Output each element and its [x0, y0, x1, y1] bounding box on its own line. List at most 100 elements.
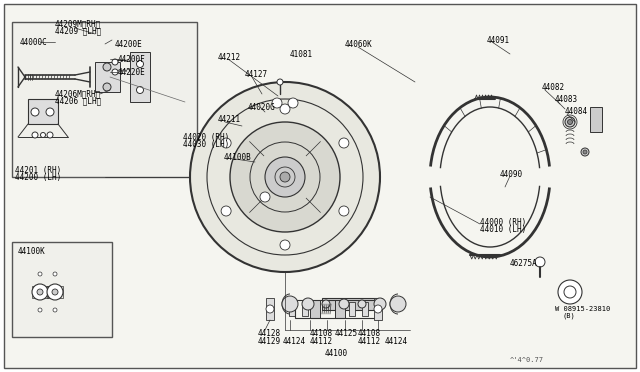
- Circle shape: [103, 83, 111, 91]
- Circle shape: [390, 296, 406, 312]
- Bar: [310, 300, 320, 318]
- Text: 44209 （LH）: 44209 （LH）: [55, 26, 101, 35]
- Circle shape: [374, 305, 382, 313]
- Text: 44124: 44124: [385, 337, 408, 346]
- Bar: [362, 302, 368, 316]
- Bar: [335, 300, 345, 318]
- Text: (B): (B): [563, 313, 576, 319]
- Circle shape: [280, 172, 290, 182]
- Text: 44030 (LH): 44030 (LH): [183, 140, 229, 148]
- Bar: [130, 52, 150, 102]
- Bar: [277, 215, 293, 225]
- Circle shape: [339, 299, 349, 309]
- Circle shape: [103, 63, 111, 71]
- Text: 44000 (RH): 44000 (RH): [480, 218, 526, 227]
- Circle shape: [265, 157, 305, 197]
- Circle shape: [358, 300, 366, 308]
- Circle shape: [568, 119, 573, 125]
- Text: 44060K: 44060K: [345, 39, 372, 48]
- Text: 44100B: 44100B: [224, 153, 252, 161]
- Bar: [32, 286, 48, 298]
- Text: ^'4^0.77: ^'4^0.77: [510, 357, 544, 363]
- Circle shape: [38, 272, 42, 276]
- Text: 44200E: 44200E: [115, 39, 143, 48]
- Circle shape: [46, 108, 54, 116]
- Bar: [28, 99, 58, 124]
- Text: 44108: 44108: [310, 330, 333, 339]
- Circle shape: [52, 289, 58, 295]
- Bar: [295, 300, 375, 318]
- Bar: [302, 302, 308, 316]
- Circle shape: [32, 132, 38, 138]
- Text: W 08915-23810: W 08915-23810: [555, 306, 611, 312]
- Text: 44211: 44211: [218, 115, 241, 124]
- Text: 44084: 44084: [565, 106, 588, 115]
- Circle shape: [564, 286, 576, 298]
- Circle shape: [38, 308, 42, 312]
- Circle shape: [40, 132, 45, 138]
- Text: 44020G: 44020G: [248, 103, 276, 112]
- Circle shape: [280, 240, 290, 250]
- Circle shape: [112, 59, 118, 65]
- Text: 44212: 44212: [218, 52, 241, 61]
- Bar: [270, 94, 300, 112]
- Circle shape: [302, 298, 314, 310]
- Circle shape: [581, 148, 589, 156]
- Text: 44112: 44112: [358, 337, 381, 346]
- Circle shape: [339, 206, 349, 216]
- Bar: [322, 298, 378, 310]
- Bar: [289, 302, 295, 316]
- Circle shape: [280, 104, 290, 114]
- Circle shape: [535, 257, 545, 267]
- Text: 44083: 44083: [555, 94, 578, 103]
- Bar: [266, 298, 274, 320]
- Text: 44020 (RH): 44020 (RH): [183, 132, 229, 141]
- Text: 44201 (RH): 44201 (RH): [15, 166, 61, 174]
- Bar: [374, 298, 382, 320]
- Text: 44200F: 44200F: [118, 55, 146, 64]
- Text: 44108: 44108: [358, 330, 381, 339]
- Circle shape: [558, 280, 582, 304]
- Text: 44090: 44090: [500, 170, 523, 179]
- Circle shape: [47, 284, 63, 300]
- Text: 44091: 44091: [487, 35, 510, 45]
- Text: 44082: 44082: [542, 83, 565, 92]
- Text: 44125: 44125: [335, 330, 358, 339]
- Circle shape: [190, 82, 380, 272]
- Circle shape: [266, 305, 274, 313]
- Text: 46275A: 46275A: [510, 260, 538, 269]
- Circle shape: [136, 87, 143, 93]
- Circle shape: [112, 69, 118, 75]
- Text: 44000C: 44000C: [20, 38, 48, 46]
- Circle shape: [374, 298, 386, 310]
- Bar: [12, 22, 197, 177]
- Circle shape: [221, 206, 231, 216]
- Circle shape: [230, 122, 340, 232]
- Text: 44100: 44100: [325, 350, 348, 359]
- Bar: [590, 107, 602, 132]
- Circle shape: [565, 117, 575, 127]
- Circle shape: [53, 272, 57, 276]
- Circle shape: [322, 300, 330, 308]
- Text: 44200 (LH): 44200 (LH): [15, 173, 61, 182]
- Text: 44129: 44129: [258, 337, 281, 346]
- Bar: [95, 62, 120, 92]
- Text: 44124: 44124: [283, 337, 306, 346]
- Circle shape: [53, 308, 57, 312]
- Circle shape: [282, 296, 298, 312]
- Text: 44010 (LH): 44010 (LH): [480, 224, 526, 234]
- Circle shape: [277, 79, 283, 85]
- Circle shape: [32, 284, 48, 300]
- Circle shape: [339, 138, 349, 148]
- Circle shape: [47, 132, 53, 138]
- Circle shape: [288, 98, 298, 108]
- Text: 44220E: 44220E: [118, 67, 146, 77]
- Text: 44128: 44128: [258, 330, 281, 339]
- Circle shape: [136, 61, 143, 67]
- Circle shape: [272, 98, 282, 108]
- Text: 44100K: 44100K: [18, 247, 45, 257]
- Text: 44206 （LH）: 44206 （LH）: [55, 96, 101, 106]
- Circle shape: [31, 108, 39, 116]
- Text: 44112: 44112: [310, 337, 333, 346]
- Bar: [47, 286, 63, 298]
